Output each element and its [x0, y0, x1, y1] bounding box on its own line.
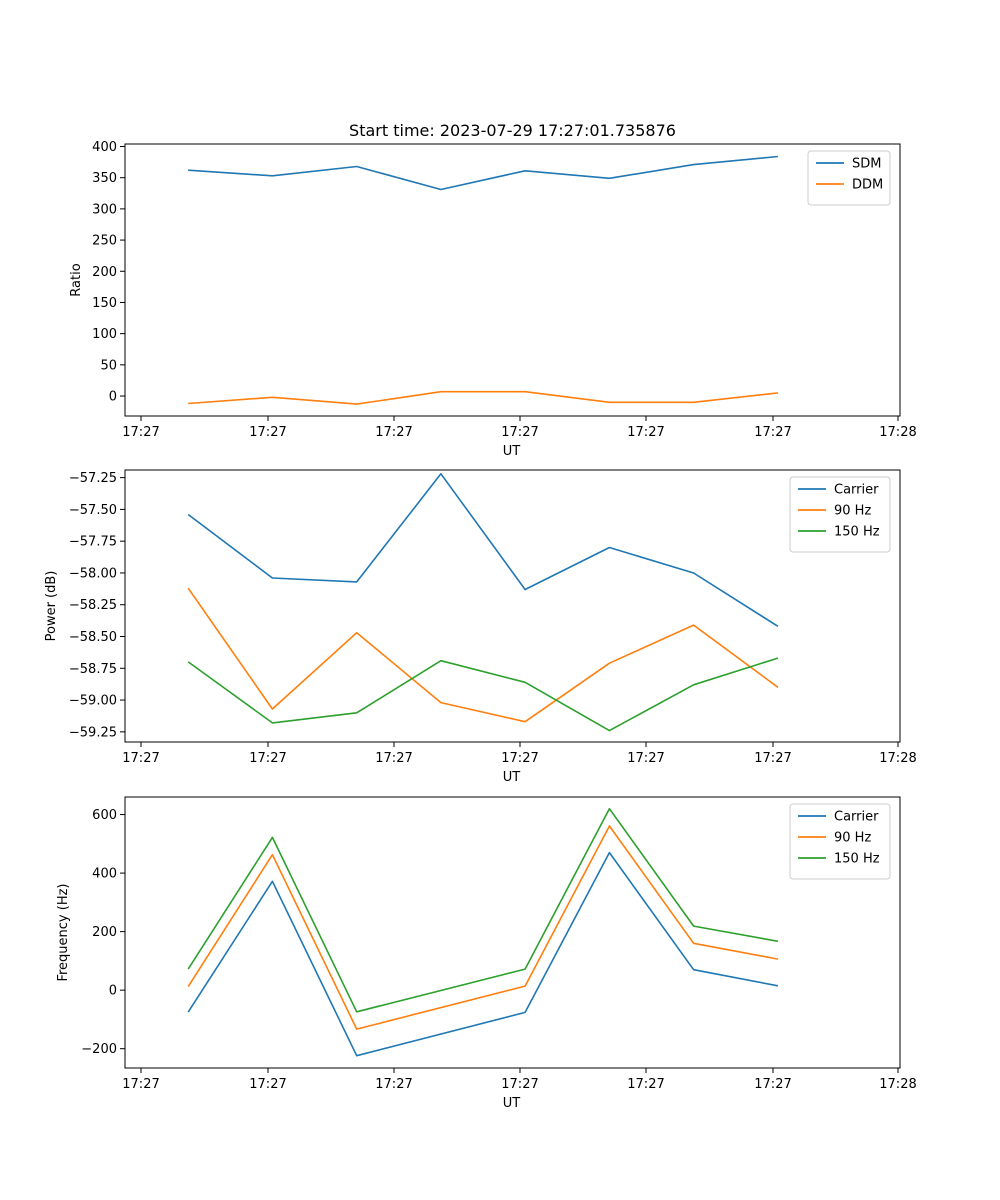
ratio-x-tick-label-end: 17:28	[879, 425, 916, 440]
power-y-tick-label: −58.75	[69, 662, 117, 677]
ratio-y-tick-label: 350	[92, 171, 117, 186]
power-series-line-90-hz	[187, 587, 779, 723]
frequency-x-axis-label: UT	[503, 1096, 521, 1111]
frequency-y-tick-label: 400	[92, 867, 117, 882]
frequency-y-tick-label: 0	[109, 984, 117, 999]
power-legend-label: 150 Hz	[834, 525, 880, 540]
power-x-tick-label: 17:27	[122, 751, 159, 766]
power-y-tick-label: −59.25	[69, 725, 117, 740]
power-x-tick-label: 17:27	[375, 751, 412, 766]
ratio-y-tick-label: 400	[92, 140, 117, 155]
power-y-tick-label: −57.50	[69, 503, 117, 518]
power-x-tick-label: 17:27	[501, 751, 538, 766]
ratio-x-tick-label: 17:27	[501, 425, 538, 440]
ratio-y-axis-label: Ratio	[69, 263, 84, 296]
ratio-chart-title: Start time: 2023-07-29 17:27:01.735876	[349, 121, 676, 140]
ratio-panel: Start time: 2023-07-29 17:27:01.735876 0 5…	[69, 121, 917, 459]
ratio-x-tick-label: 17:27	[122, 425, 159, 440]
power-x-tick-label-end: 17:28	[879, 751, 916, 766]
power-panel: −59.25 −59.00 −58.75 −58.50 −58.25 −58.00 −57.…	[44, 469, 917, 785]
power-y-tick-label: −59.00	[69, 694, 117, 709]
ratio-y-tick-label: 150	[92, 296, 117, 311]
power-y-tick-label: −57.25	[69, 471, 117, 486]
power-x-tick-label: 17:27	[249, 751, 286, 766]
power-series-line-150-hz	[187, 657, 779, 732]
frequency-y-axis-label: Frequency (Hz)	[56, 883, 71, 981]
frequency-legend-box	[789, 803, 891, 880]
ratio-series-line-ddm	[188, 390, 778, 405]
frequency-legend-label: 90 Hz	[834, 831, 871, 846]
power-legend-label: 90 Hz	[834, 504, 871, 519]
ratio-y-tick-label: 0	[109, 390, 117, 405]
ratio-x-axis-label: UT	[503, 444, 521, 459]
frequency-y-tick-label: 200	[92, 925, 117, 940]
frequency-plot-frame	[124, 796, 901, 1069]
ratio-y-tick-label: 200	[92, 265, 117, 280]
power-y-tick-label: −58.25	[69, 598, 117, 613]
power-y-tick-label: −58.50	[69, 630, 117, 645]
ratio-y-tick-label: 50	[100, 358, 117, 373]
ratio-y-tick-label: 300	[92, 202, 117, 217]
frequency-x-tick-label: 17:27	[627, 1077, 664, 1092]
frequency-series-line-carrier	[187, 851, 779, 1057]
frequency-series-line-150-hz	[187, 807, 779, 1013]
frequency-y-tick-label: 600	[92, 808, 117, 823]
frequency-legend-label: 150 Hz	[834, 852, 880, 867]
ratio-legend-box	[807, 150, 891, 206]
frequency-series-line-90-hz	[187, 825, 779, 1030]
power-legend-box	[789, 476, 891, 553]
ratio-series-line-sdm	[188, 155, 778, 191]
ratio-y-tick-label: 250	[92, 234, 117, 249]
power-legend-label: Carrier	[834, 483, 879, 498]
ratio-legend-label: SDM	[852, 157, 881, 172]
ratio-plot-frame	[124, 143, 901, 417]
power-x-axis-label: UT	[503, 770, 521, 785]
power-x-tick-label: 17:27	[627, 751, 664, 766]
ratio-x-tick-label: 17:27	[627, 425, 664, 440]
frequency-x-tick-label: 17:27	[501, 1077, 538, 1092]
ratio-legend-label: DDM	[852, 178, 883, 193]
frequency-panel: −200 0 200 400 600 17:27 17:27 17:27 17:27 17:27 1…	[56, 796, 917, 1111]
ratio-x-tick-label: 17:27	[375, 425, 412, 440]
power-x-tick-label: 17:27	[754, 751, 791, 766]
power-y-axis-label: Power (dB)	[44, 571, 59, 642]
power-y-tick-label: −58.00	[69, 566, 117, 581]
ratio-y-tick-label: 100	[92, 327, 117, 342]
frequency-x-tick-label: 17:27	[249, 1077, 286, 1092]
frequency-x-tick-label: 17:27	[375, 1077, 412, 1092]
frequency-x-tick-label-end: 17:28	[879, 1077, 916, 1092]
ratio-x-tick-label: 17:27	[754, 425, 791, 440]
frequency-x-tick-label: 17:27	[122, 1077, 159, 1092]
frequency-y-tick-label: −200	[81, 1042, 117, 1057]
power-series-line-carrier	[187, 472, 779, 627]
power-y-tick-label: −57.75	[69, 535, 117, 550]
frequency-legend-label: Carrier	[834, 810, 879, 825]
frequency-x-tick-label: 17:27	[754, 1077, 791, 1092]
power-plot-frame	[124, 469, 901, 743]
ratio-x-tick-label: 17:27	[249, 425, 286, 440]
